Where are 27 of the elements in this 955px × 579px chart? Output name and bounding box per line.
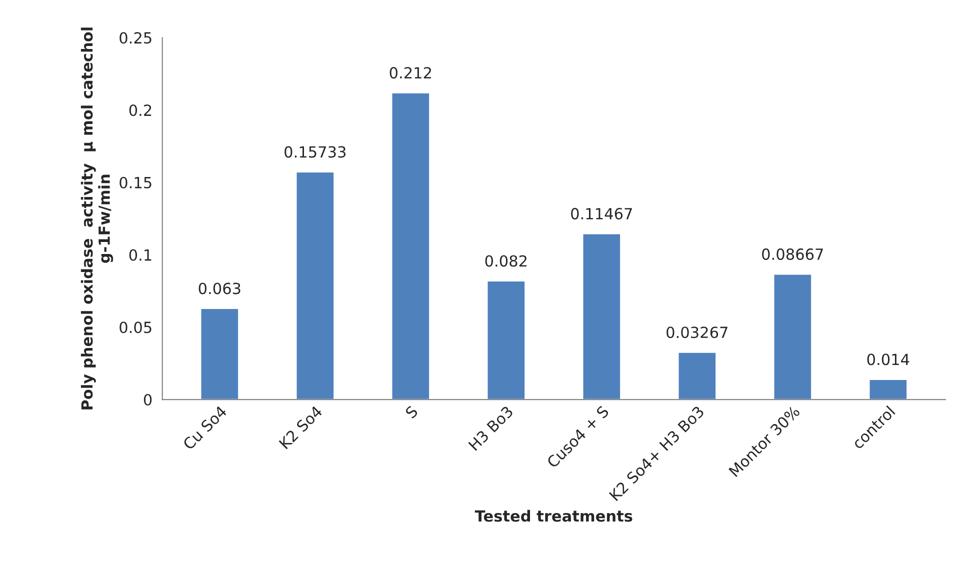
y-axis-title: Poly phenol oxidase activity µ mol catechol g-1Fw/min xyxy=(80,28,114,410)
bar xyxy=(582,232,622,400)
data-label: 0.11467 xyxy=(571,208,632,220)
data-label: 0.212 xyxy=(390,67,431,79)
x-tick-label: K2 So4 xyxy=(278,405,323,450)
x-tick-label: S xyxy=(404,405,418,419)
bar xyxy=(486,280,526,400)
x-tick-label: Cu So4 xyxy=(182,405,228,450)
bar xyxy=(295,171,335,400)
data-label: 0.03267 xyxy=(666,326,728,338)
bar xyxy=(200,308,240,400)
x-axis-title: Tested treatments xyxy=(474,510,632,522)
bar xyxy=(772,273,812,400)
data-label: 0.014 xyxy=(867,354,910,366)
y-tick-label: 0.2 xyxy=(129,104,152,116)
y-tick-label: 0.1 xyxy=(129,249,152,261)
bar xyxy=(677,352,717,400)
y-tick-label: 0.15 xyxy=(120,176,152,188)
y-tick-label: 0.25 xyxy=(120,32,152,44)
data-label: 0.15733 xyxy=(284,146,346,158)
data-label: 0.08667 xyxy=(762,248,823,260)
bar xyxy=(868,378,908,400)
bar xyxy=(390,92,430,400)
data-label: 0.082 xyxy=(485,255,526,267)
data-label: 0.063 xyxy=(198,282,240,294)
y-tick-label: 0.05 xyxy=(120,322,152,334)
y-tick-label: 0 xyxy=(144,394,152,406)
